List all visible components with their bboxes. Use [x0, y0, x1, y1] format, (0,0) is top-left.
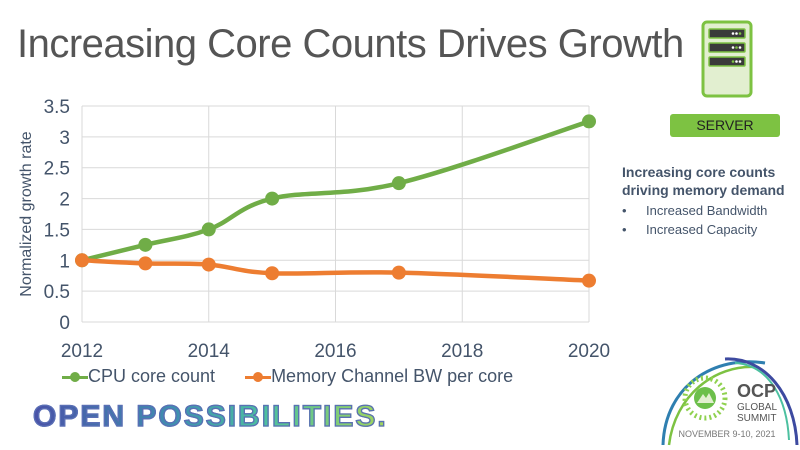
y-tick-label: 1.5	[44, 220, 70, 241]
y-tick-label: 2.5	[44, 159, 70, 180]
x-tick-label: 2018	[441, 341, 483, 362]
y-tick-label: 2	[59, 190, 70, 211]
data-point	[201, 222, 216, 237]
series-memory-bw-per-core	[75, 253, 596, 288]
data-point	[391, 265, 406, 280]
bullet-item: • Increased Bandwidth	[622, 203, 768, 218]
y-tick-labels: 0 0.5 1 1.5 2 2.5 3 3.5	[44, 97, 70, 334]
bullet-list: • Increased Bandwidth • Increased Capacity	[622, 201, 797, 239]
chart-grid	[81, 105, 590, 323]
bullet-icon: •	[622, 203, 627, 218]
side-panel-heading: Increasing core counts driving memory de…	[622, 164, 785, 198]
data-point	[75, 253, 89, 268]
y-tick-label: 0	[59, 313, 70, 334]
tagline: OPEN POSSIBILITIES.	[32, 399, 388, 433]
data-point	[138, 256, 153, 271]
bullet-item: • Increased Capacity	[622, 222, 758, 237]
legend-item-cpu: CPU core count	[62, 366, 215, 387]
slide-title: Increasing Core Counts Drives Growth	[17, 22, 684, 66]
bullet-icon: •	[622, 222, 627, 237]
y-tick-label: 3	[59, 128, 70, 149]
ocp-summit-logo: OCP GLOBAL SUMMIT NOVEMBER 9-10, 2021	[661, 357, 799, 446]
x-tick-labels: 2012 2014 2016 2018 2020	[61, 341, 610, 362]
y-tick-label: 1	[59, 251, 70, 272]
x-tick-label: 2014	[188, 341, 231, 362]
ocp-summit: SUMMIT	[737, 413, 776, 424]
x-tick-label: 2016	[314, 341, 356, 362]
data-point	[138, 237, 153, 252]
legend-marker-orange-icon	[245, 370, 272, 384]
data-point	[201, 257, 216, 272]
data-point	[391, 176, 406, 191]
x-tick-label: 2012	[61, 341, 103, 362]
server-icon	[701, 20, 753, 98]
x-tick-label: 2020	[568, 341, 610, 362]
chart-series	[75, 114, 596, 288]
ocp-global: GLOBAL	[737, 402, 777, 413]
data-point	[582, 273, 596, 288]
data-point	[265, 266, 280, 281]
chart-legend: CPU core count Memory Channel BW per cor…	[62, 366, 513, 387]
ocp-name: OCP	[737, 381, 776, 401]
y-tick-label: 0.5	[44, 282, 70, 303]
data-point	[582, 114, 596, 129]
event-date: NOVEMBER 9-10, 2021	[678, 429, 775, 439]
data-point	[265, 191, 280, 206]
legend-item-memory: Memory Channel BW per core	[245, 366, 513, 387]
side-panel: Increasing core counts driving memory de…	[622, 163, 797, 239]
y-tick-label: 3.5	[44, 97, 70, 118]
legend-marker-green-icon	[62, 370, 88, 384]
y-axis-label: Normalized growth rate	[18, 131, 35, 297]
server-label: SERVER	[670, 114, 780, 137]
